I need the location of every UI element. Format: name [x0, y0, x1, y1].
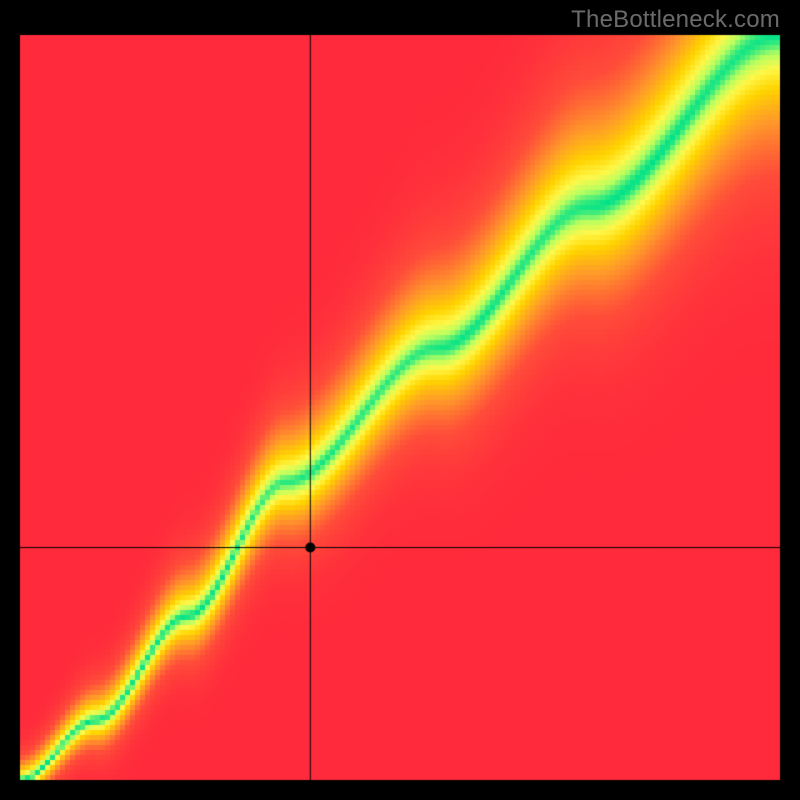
watermark-text: TheBottleneck.com	[571, 6, 780, 34]
chart-container: TheBottleneck.com	[0, 0, 800, 800]
bottleneck-heatmap-canvas	[0, 0, 800, 800]
